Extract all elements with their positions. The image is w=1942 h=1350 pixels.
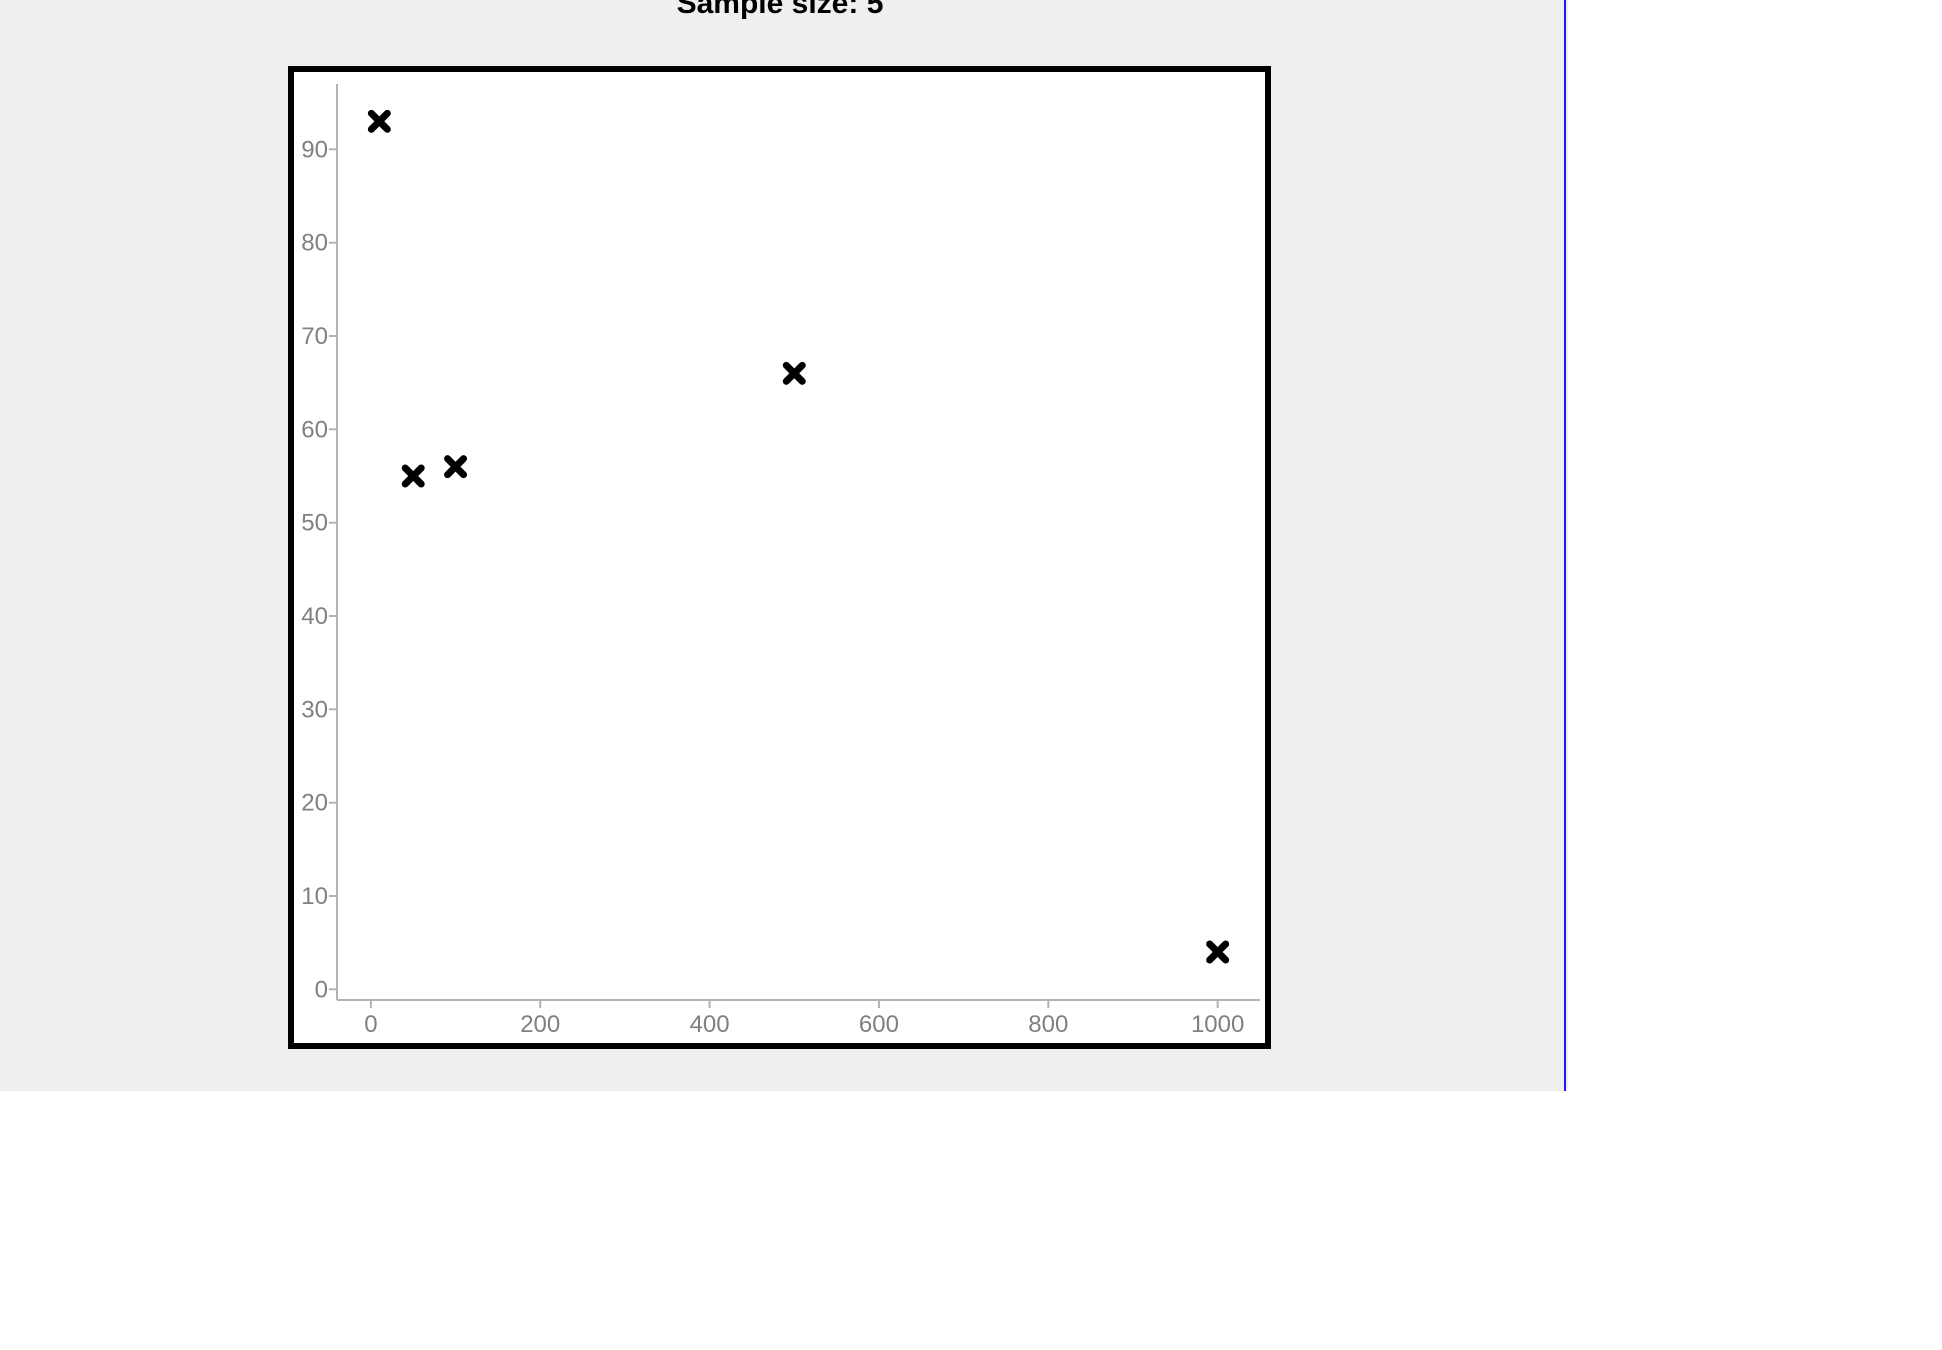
chart-caption: Sample size: 5 bbox=[676, 0, 884, 20]
y-axis-ticks: 0 10 20 30 40 50 60 70 80 90 bbox=[301, 136, 337, 1003]
y-tick-label: 90 bbox=[301, 136, 328, 163]
y-tick-label: 70 bbox=[301, 323, 328, 350]
canvas: Sample size: 5 0 10 20 30 40 50 60 70 80 90 0 200 4… bbox=[0, 0, 1568, 1091]
y-tick-label: 0 bbox=[315, 976, 328, 1003]
y-tick-label: 20 bbox=[301, 790, 328, 817]
data-point bbox=[401, 464, 425, 488]
x-tick-label: 1000 bbox=[1191, 1011, 1244, 1038]
x-tick-label: 200 bbox=[520, 1011, 560, 1038]
data-point bbox=[367, 109, 391, 133]
y-tick-label: 50 bbox=[301, 510, 328, 537]
x-tick-label: 0 bbox=[364, 1011, 377, 1038]
chart-frame: 0 10 20 30 40 50 60 70 80 90 0 200 400 600 800 1000 bbox=[288, 66, 1271, 1049]
scatter-plot: 0 10 20 30 40 50 60 70 80 90 0 200 400 600 800 1000 bbox=[301, 84, 1260, 1038]
x-axis-ticks: 0 200 400 600 800 1000 bbox=[364, 1000, 1244, 1038]
data-point bbox=[782, 361, 806, 385]
y-tick-label: 60 bbox=[301, 416, 328, 443]
y-tick-label: 10 bbox=[301, 883, 328, 910]
y-tick-label: 40 bbox=[301, 603, 328, 630]
y-tick-label: 30 bbox=[301, 696, 328, 723]
y-tick-label: 80 bbox=[301, 230, 328, 257]
data-points bbox=[367, 109, 1230, 964]
x-tick-label: 800 bbox=[1028, 1011, 1068, 1038]
data-point bbox=[444, 455, 468, 479]
data-point bbox=[1206, 940, 1230, 964]
x-tick-label: 600 bbox=[859, 1011, 899, 1038]
right-edge-line bbox=[1564, 0, 1566, 1091]
x-tick-label: 400 bbox=[690, 1011, 730, 1038]
